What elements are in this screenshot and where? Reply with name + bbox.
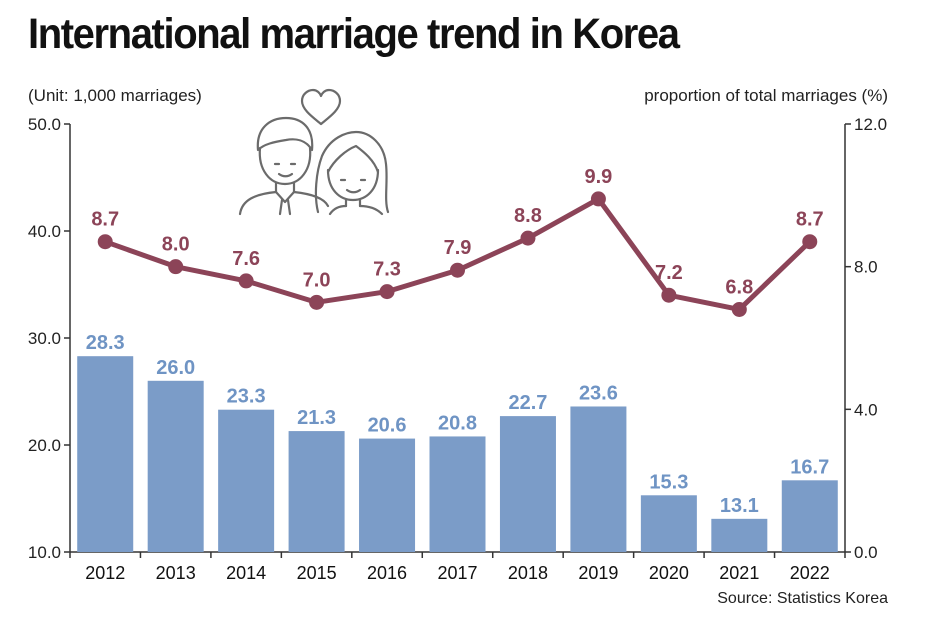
line-point: [168, 259, 184, 275]
bar: [218, 409, 275, 552]
right-tick-label: 12.0: [854, 115, 887, 134]
line-value-label: 7.6: [232, 248, 260, 270]
bar-value-label: 28.3: [86, 332, 125, 354]
bar: [499, 416, 556, 552]
bar-value-label: 21.3: [297, 407, 336, 429]
left-tick-label: 10.0: [28, 543, 61, 562]
year-label: 2012: [85, 563, 125, 583]
line-point: [238, 273, 254, 289]
left-tick-label: 20.0: [28, 436, 61, 455]
bar-value-label: 16.7: [790, 456, 829, 478]
year-label: 2013: [156, 563, 196, 583]
year-label: 2015: [297, 563, 337, 583]
year-label: 2016: [367, 563, 407, 583]
source-note: Source: Statistics Korea: [717, 590, 888, 607]
bar-value-label: 15.3: [649, 471, 688, 493]
year-label: 2019: [578, 563, 618, 583]
year-label: 2014: [226, 563, 266, 583]
left-tick-label: 40.0: [28, 222, 61, 241]
line-point: [590, 191, 606, 207]
line-value-label: 9.9: [585, 166, 613, 188]
left-axis-unit: (Unit: 1,000 marriages): [28, 86, 202, 105]
line-value-label: 7.0: [303, 269, 331, 291]
line-point: [309, 294, 325, 310]
bar-value-label: 20.8: [438, 412, 477, 434]
line-point: [450, 262, 465, 278]
bar-value-label: 13.1: [720, 495, 759, 517]
left-tick-label: 50.0: [28, 115, 61, 134]
bar: [711, 518, 768, 552]
year-label: 2020: [649, 563, 689, 583]
right-tick-label: 4.0: [854, 400, 878, 419]
year-label: 2021: [719, 563, 759, 583]
bar: [288, 431, 345, 552]
bar: [429, 436, 486, 552]
chart-title: International marriage trend in Korea: [28, 10, 680, 58]
right-tick-label: 0.0: [854, 543, 878, 562]
line-point: [731, 301, 747, 317]
bar: [570, 406, 627, 552]
line-value-label: 8.7: [796, 209, 824, 231]
bar: [640, 495, 697, 552]
line-point: [520, 230, 536, 246]
bar: [77, 356, 134, 552]
bar-value-label: 23.3: [227, 386, 266, 408]
line-value-label: 8.0: [162, 234, 190, 256]
line-value-label: 8.7: [91, 209, 119, 231]
line-point: [661, 287, 677, 303]
bar: [781, 480, 838, 552]
line-point: [802, 234, 818, 250]
bar: [359, 438, 416, 552]
year-label: 2018: [508, 563, 548, 583]
line-point: [379, 284, 395, 300]
right-axis-unit: proportion of total marriages (%): [644, 86, 888, 105]
bar-value-label: 22.7: [508, 392, 547, 414]
bar: [147, 380, 204, 552]
bar-value-label: 20.6: [368, 415, 407, 437]
bar-value-label: 23.6: [579, 382, 618, 404]
right-tick-label: 8.0: [854, 258, 878, 277]
couple-with-heart-icon: [238, 88, 390, 216]
line-value-label: 7.9: [444, 237, 472, 259]
line-value-label: 6.8: [725, 276, 753, 298]
left-tick-label: 30.0: [28, 329, 61, 348]
line-point: [97, 234, 113, 250]
line-value-label: 7.3: [373, 259, 401, 281]
line-value-label: 7.2: [655, 262, 683, 284]
year-label: 2022: [790, 563, 830, 583]
line-value-label: 8.8: [514, 205, 542, 227]
bar-value-label: 26.0: [156, 357, 195, 379]
year-label: 2017: [437, 563, 477, 583]
